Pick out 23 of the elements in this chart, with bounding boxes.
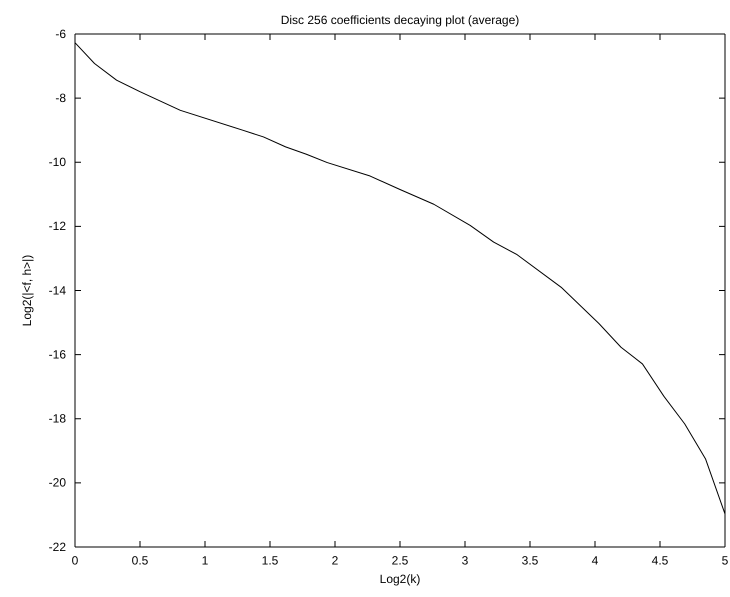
y-tick-label: -22 (48, 540, 66, 554)
y-tick-label: -8 (55, 90, 66, 105)
x-tick-label: 2 (332, 554, 339, 568)
y-tick-label: -16 (48, 347, 66, 362)
x-tick-label: 1 (202, 554, 209, 568)
y-tick-label: -14 (48, 283, 66, 298)
x-tick-label: 0 (72, 554, 79, 568)
x-tick-label: 1.5 (262, 554, 279, 568)
x-tick-label: 4.5 (652, 554, 669, 568)
x-axis-title: Log2(k) (380, 572, 420, 586)
x-tick-label: 0.5 (132, 554, 149, 568)
x-tick-label: 3 (462, 554, 469, 568)
x-tick-label: 3.5 (522, 554, 539, 568)
y-tick-label: -6 (55, 26, 66, 41)
y-tick-label: -12 (48, 219, 66, 234)
y-tick-label: -10 (48, 155, 66, 170)
x-tick-label: 2.5 (392, 554, 409, 568)
y-axis-title: Log2(|<f, h>|) (20, 254, 34, 326)
y-tick-label: -20 (48, 476, 66, 490)
chart-title: Disc 256 coefficients decaying plot (average) (280, 13, 520, 27)
x-tick-label: 5 (722, 554, 729, 568)
x-tick-label: 4 (592, 554, 599, 568)
y-tick-label: -18 (48, 412, 66, 426)
